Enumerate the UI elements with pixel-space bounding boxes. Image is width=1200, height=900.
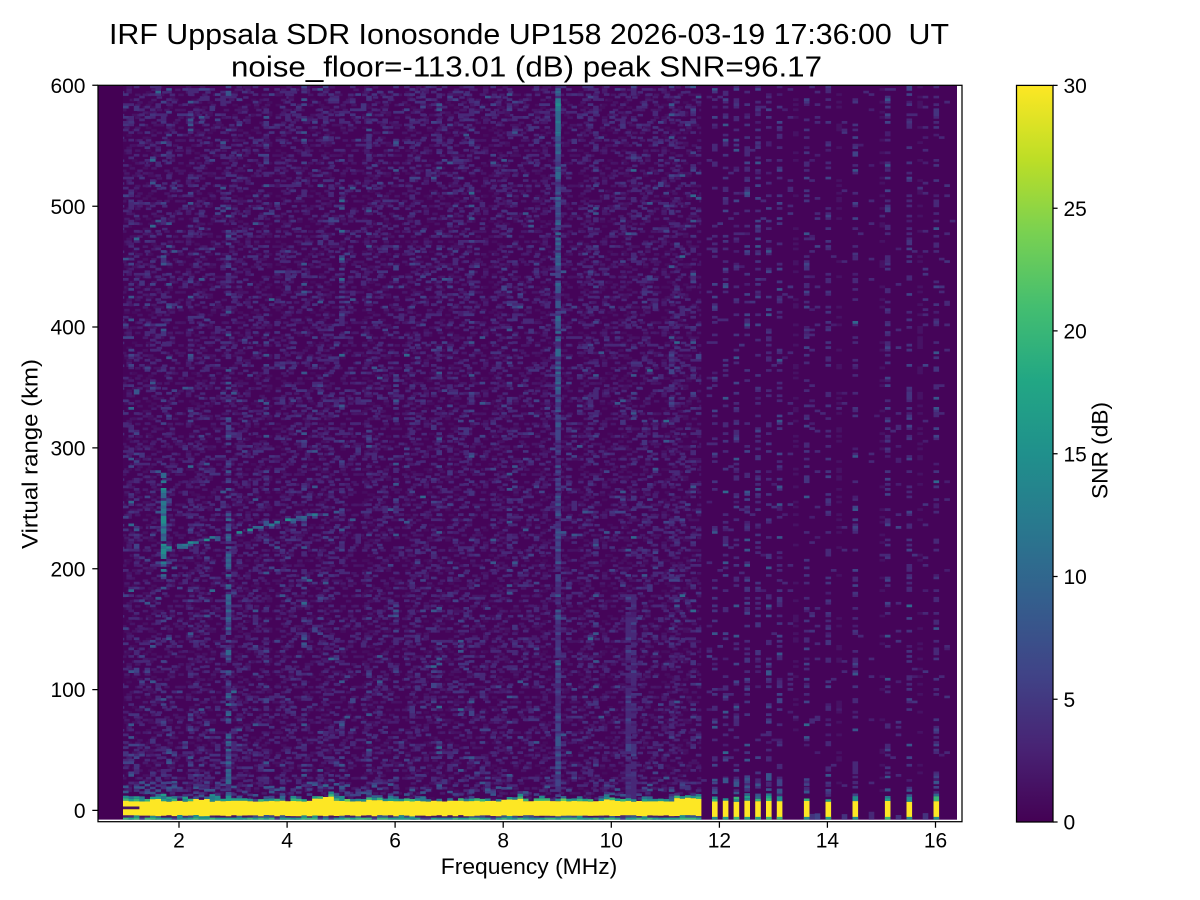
svg-text:200: 200 — [50, 558, 85, 581]
svg-text:4: 4 — [281, 830, 293, 853]
svg-text:30: 30 — [1064, 75, 1087, 98]
svg-text:8: 8 — [497, 830, 509, 853]
svg-text:10: 10 — [1064, 566, 1087, 589]
svg-text:IRF Uppsala SDR Ionosonde UP15: IRF Uppsala SDR Ionosonde UP158 2026-03-… — [109, 19, 949, 51]
svg-text:16: 16 — [924, 830, 947, 853]
svg-text:300: 300 — [50, 438, 85, 461]
svg-text:500: 500 — [50, 196, 85, 219]
svg-text:0: 0 — [74, 800, 86, 823]
svg-text:Virtual range (km): Virtual range (km) — [18, 359, 43, 549]
svg-text:25: 25 — [1064, 198, 1087, 221]
svg-text:SNR (dB): SNR (dB) — [1087, 402, 1112, 499]
svg-text:20: 20 — [1064, 321, 1087, 344]
svg-text:14: 14 — [816, 830, 840, 853]
svg-text:0: 0 — [1064, 812, 1076, 835]
svg-text:400: 400 — [50, 317, 85, 340]
svg-text:Frequency (MHz): Frequency (MHz) — [441, 854, 618, 879]
svg-text:10: 10 — [600, 830, 623, 853]
svg-text:15: 15 — [1064, 443, 1087, 466]
svg-text:100: 100 — [50, 679, 85, 702]
svg-text:5: 5 — [1064, 689, 1076, 712]
svg-text:2: 2 — [173, 830, 185, 853]
svg-text:6: 6 — [389, 830, 401, 853]
svg-text:600: 600 — [50, 75, 85, 98]
svg-text:noise_floor=-113.01 (dB) peak: noise_floor=-113.01 (dB) peak SNR=96.17 — [231, 52, 822, 84]
svg-text:12: 12 — [708, 830, 731, 853]
